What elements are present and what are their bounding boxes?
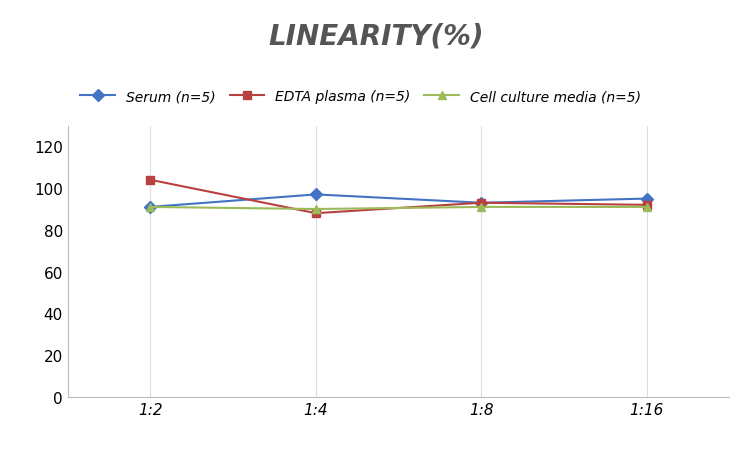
Serum (n=5) [642,197,651,202]
EDTA plasma (n=5) [642,202,651,208]
EDTA plasma (n=5) [477,201,486,206]
EDTA plasma (n=5) [146,178,155,183]
Cell culture media (n=5) [146,205,155,210]
Cell culture media (n=5) [642,205,651,210]
EDTA plasma (n=5) [311,211,320,216]
Serum (n=5) [477,201,486,206]
Serum (n=5) [311,192,320,198]
Serum (n=5) [146,205,155,210]
Line: EDTA plasma (n=5): EDTA plasma (n=5) [146,176,651,218]
Legend: Serum (n=5), EDTA plasma (n=5), Cell culture media (n=5): Serum (n=5), EDTA plasma (n=5), Cell cul… [74,84,647,110]
Line: Cell culture media (n=5): Cell culture media (n=5) [146,203,651,214]
Line: Serum (n=5): Serum (n=5) [146,191,651,212]
Cell culture media (n=5) [311,207,320,212]
Cell culture media (n=5) [477,205,486,210]
Text: LINEARITY(%): LINEARITY(%) [268,23,484,51]
